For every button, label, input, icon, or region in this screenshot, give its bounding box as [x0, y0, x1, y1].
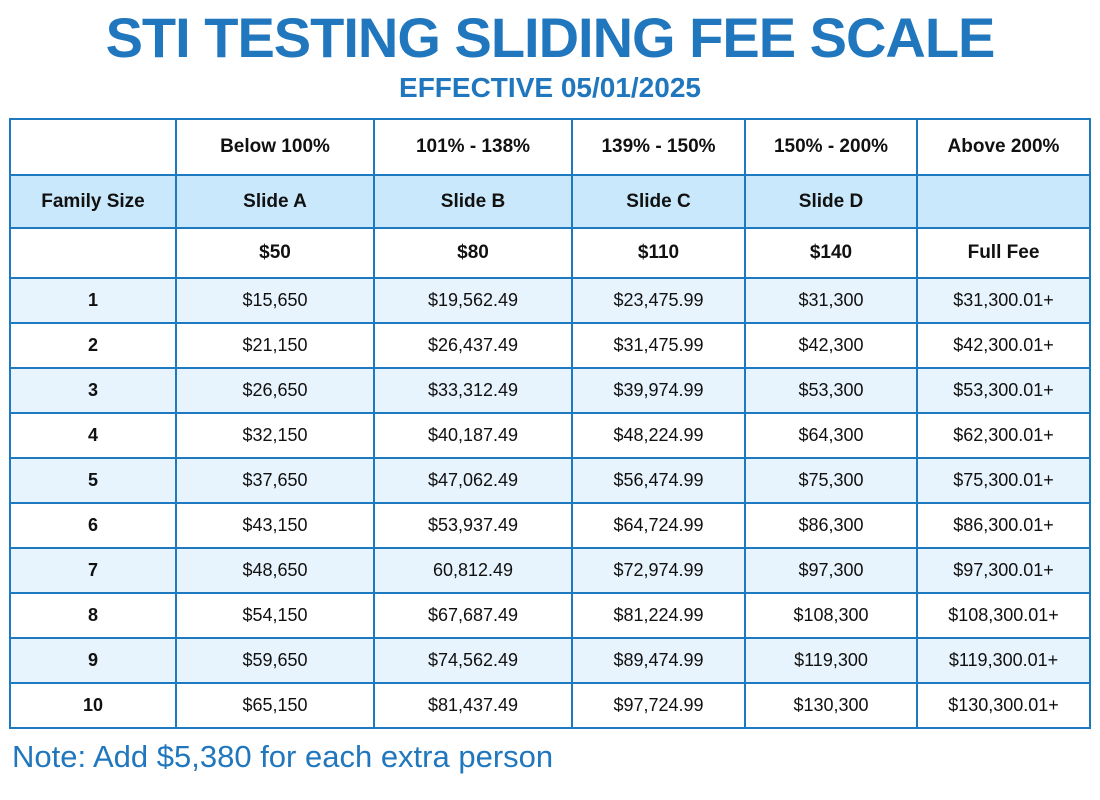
fee-value-cell: $21,150 — [175, 322, 375, 369]
slide-header-cell: Slide A — [175, 174, 375, 229]
fee-table-row: 1 $15,650 $19,562.49 $23,475.99 $31,300 $31,3… — [9, 277, 1091, 324]
fee-value-cell: $97,300 — [744, 547, 918, 594]
fee-value-cell: $43,150 — [175, 502, 375, 549]
fee-value-cell: $47,062.49 — [373, 457, 573, 504]
slide-header-cell: Slide C — [571, 174, 746, 229]
slide-header-cell — [916, 174, 1091, 229]
fee-value-cell: $81,224.99 — [571, 592, 746, 639]
fee-value-cell: $86,300.01+ — [916, 502, 1091, 549]
fee-table-row: 4 $32,150 $40,187.49 $48,224.99 $64,300 $62,3… — [9, 412, 1091, 459]
sliding-fee-table: Below 100% 101% - 138% 139% - 150% 150% … — [9, 118, 1091, 729]
base-fee-row: $50 $80 $110 $140 Full Fee — [9, 227, 1091, 279]
fee-value-cell: $48,650 — [175, 547, 375, 594]
family-size-cell: 10 — [9, 682, 177, 729]
fee-value-cell: $89,474.99 — [571, 637, 746, 684]
fee-value-cell: $119,300 — [744, 637, 918, 684]
percent-header-row: Below 100% 101% - 138% 139% - 150% 150% … — [9, 118, 1091, 176]
fee-value-cell: $67,687.49 — [373, 592, 573, 639]
page-title: STI TESTING SLIDING FEE SCALE — [105, 6, 996, 69]
fee-value-cell: $64,724.99 — [571, 502, 746, 549]
fee-value-cell: $31,300.01+ — [916, 277, 1091, 324]
fee-value-cell: $48,224.99 — [571, 412, 746, 459]
fee-value-cell: $72,974.99 — [571, 547, 746, 594]
fee-table-row: 2 $21,150 $26,437.49 $31,475.99 $42,300 $42,3… — [9, 322, 1091, 369]
percent-header-cell: Above 200% — [916, 118, 1091, 176]
fee-value-cell: $130,300.01+ — [916, 682, 1091, 729]
fee-value-cell: $31,300 — [744, 277, 918, 324]
family-size-cell: 7 — [9, 547, 177, 594]
fee-value-cell: $119,300.01+ — [916, 637, 1091, 684]
fee-value-cell: $56,474.99 — [571, 457, 746, 504]
fee-value-cell: $37,650 — [175, 457, 375, 504]
fee-scale-page: STI TESTING SLIDING FEE SCALE EFFECTIVE … — [0, 6, 1100, 800]
base-fee-cell: $110 — [571, 227, 746, 279]
fee-value-cell: $40,187.49 — [373, 412, 573, 459]
fee-value-cell: $64,300 — [744, 412, 918, 459]
fee-value-cell: $15,650 — [175, 277, 375, 324]
fee-value-cell: $81,437.49 — [373, 682, 573, 729]
fee-value-cell: $75,300 — [744, 457, 918, 504]
base-fee-cell: $140 — [744, 227, 918, 279]
fee-value-cell: $108,300.01+ — [916, 592, 1091, 639]
fee-value-cell: $31,475.99 — [571, 322, 746, 369]
fee-table-row: 6 $43,150 $53,937.49 $64,724.99 $86,300 $86,3… — [9, 502, 1091, 549]
fee-value-cell: $97,300.01+ — [916, 547, 1091, 594]
family-size-cell: 9 — [9, 637, 177, 684]
fee-value-cell: $74,562.49 — [373, 637, 573, 684]
percent-header-cell: 139% - 150% — [571, 118, 746, 176]
fee-value-cell: $59,650 — [175, 637, 375, 684]
fee-value-cell: $33,312.49 — [373, 367, 573, 414]
family-size-cell: 2 — [9, 322, 177, 369]
percent-header-cell: 150% - 200% — [744, 118, 918, 176]
fee-table-row: 8 $54,150 $67,687.49 $81,224.99 $108,300 $108… — [9, 592, 1091, 639]
base-fee-cell: Full Fee — [916, 227, 1091, 279]
fee-table-body: Below 100% 101% - 138% 139% - 150% 150% … — [9, 118, 1091, 729]
fee-value-cell: $26,650 — [175, 367, 375, 414]
fee-table-row: 10 $65,150 $81,437.49 $97,724.99 $130,300 $13… — [9, 682, 1091, 729]
slide-header-cell: Slide B — [373, 174, 573, 229]
family-size-cell: 3 — [9, 367, 177, 414]
fee-value-cell: $53,300.01+ — [916, 367, 1091, 414]
family-size-cell: 5 — [9, 457, 177, 504]
fee-table-row: 7 $48,650 60,812.49 $72,974.99 $97,300 $97,30… — [9, 547, 1091, 594]
fee-value-cell: $39,974.99 — [571, 367, 746, 414]
fee-value-cell: $62,300.01+ — [916, 412, 1091, 459]
fee-value-cell: $42,300.01+ — [916, 322, 1091, 369]
family-size-cell: 4 — [9, 412, 177, 459]
family-size-cell: 8 — [9, 592, 177, 639]
fee-value-cell: $108,300 — [744, 592, 918, 639]
family-size-cell: 6 — [9, 502, 177, 549]
fee-value-cell: $26,437.49 — [373, 322, 573, 369]
percent-header-cell: Below 100% — [175, 118, 375, 176]
fee-value-cell: $130,300 — [744, 682, 918, 729]
base-fee-cell: $50 — [175, 227, 375, 279]
slide-header-cell: Slide D — [744, 174, 918, 229]
slide-header-row: Family Size Slide A Slide B Slide C Slid… — [9, 174, 1091, 229]
fee-value-cell: $54,150 — [175, 592, 375, 639]
fee-value-cell: $19,562.49 — [373, 277, 573, 324]
family-size-cell: 1 — [9, 277, 177, 324]
fee-value-cell: $65,150 — [175, 682, 375, 729]
fee-value-cell: $32,150 — [175, 412, 375, 459]
base-fee-cell: $80 — [373, 227, 573, 279]
percent-header-cell: 101% - 138% — [373, 118, 573, 176]
fee-table-row: 3 $26,650 $33,312.49 $39,974.99 $53,300 $53,3… — [9, 367, 1091, 414]
extra-person-note: Note: Add $5,380 for each extra person — [12, 739, 554, 774]
family-size-header-cell: Family Size — [9, 174, 177, 229]
fee-value-cell: $53,300 — [744, 367, 918, 414]
effective-date-subtitle: EFFECTIVE 05/01/2025 — [399, 72, 701, 103]
fee-value-cell: $75,300.01+ — [916, 457, 1091, 504]
fee-value-cell: $42,300 — [744, 322, 918, 369]
fee-value-cell: $86,300 — [744, 502, 918, 549]
fee-value-cell: $23,475.99 — [571, 277, 746, 324]
fee-value-cell: $97,724.99 — [571, 682, 746, 729]
fee-value-cell: $53,937.49 — [373, 502, 573, 549]
base-fee-cell — [9, 227, 177, 279]
fee-table-row: 9 $59,650 $74,562.49 $89,474.99 $119,300 $119… — [9, 637, 1091, 684]
percent-header-cell — [9, 118, 177, 176]
fee-value-cell: 60,812.49 — [373, 547, 573, 594]
fee-table-row: 5 $37,650 $47,062.49 $56,474.99 $75,300 $75,3… — [9, 457, 1091, 504]
